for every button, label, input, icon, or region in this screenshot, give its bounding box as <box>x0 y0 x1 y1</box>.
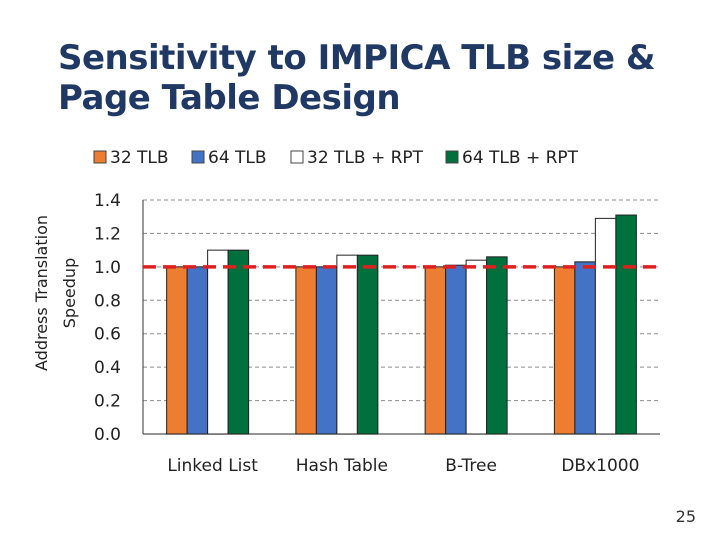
y-axis-label-line-1: Address Translation <box>32 215 51 371</box>
bar <box>336 254 358 435</box>
title-line-2: Page Table Design <box>58 78 401 118</box>
x-category-labels: Linked List Hash Table B-Tree DBx1000 <box>167 456 639 476</box>
bar <box>356 254 379 435</box>
x-category-label: Hash Table <box>296 456 388 476</box>
bar <box>166 266 188 435</box>
bar <box>574 261 596 435</box>
bar <box>315 266 338 435</box>
bar <box>486 256 508 435</box>
x-category-label: B-Tree <box>445 456 497 476</box>
bar <box>227 249 250 435</box>
y-tick-label: 0.8 <box>94 291 121 311</box>
y-tick-label: 0.6 <box>94 325 121 345</box>
y-tick-label: 1.4 <box>94 191 121 211</box>
legend-label: 64 TLB <box>208 148 267 168</box>
legend-label: 64 TLB + RPT <box>462 148 579 168</box>
bar <box>186 266 209 435</box>
page-number: 25 <box>675 507 696 526</box>
bar <box>295 266 317 435</box>
bar <box>445 264 467 435</box>
x-category-label: Linked List <box>167 456 258 476</box>
bar <box>594 217 617 435</box>
y-tick-label: 0.4 <box>94 358 121 378</box>
y-tick-label: 1.0 <box>94 258 121 278</box>
legend: 32 TLB 64 TLB 32 TLB + RPT 64 TLB + RPT <box>93 148 579 168</box>
legend-swatch <box>191 150 205 164</box>
legend-swatch <box>290 150 304 164</box>
bars <box>166 214 637 435</box>
slide-title: Sensitivity to IMPICA TLB size & Page Ta… <box>58 38 698 118</box>
y-tick-label: 0.0 <box>94 425 121 445</box>
bar <box>424 266 447 435</box>
legend-swatch <box>445 150 459 164</box>
bar <box>465 259 488 435</box>
legend-swatch <box>93 150 107 164</box>
y-tick-label: 0.2 <box>94 392 121 412</box>
legend-label: 32 TLB + RPT <box>307 148 424 168</box>
x-category-label: DBx1000 <box>561 456 639 476</box>
bar <box>553 266 576 435</box>
y-tick-labels: 0.0 0.2 0.4 0.6 0.8 1.0 1.2 1.4 <box>94 191 121 445</box>
y-tick-label: 1.2 <box>94 224 121 244</box>
bar <box>207 249 229 435</box>
bar <box>615 214 637 435</box>
title-line-1: Sensitivity to IMPICA TLB size & <box>58 38 656 78</box>
y-axis-label-line-2: Speedup <box>60 258 79 328</box>
legend-label: 32 TLB <box>110 148 169 168</box>
